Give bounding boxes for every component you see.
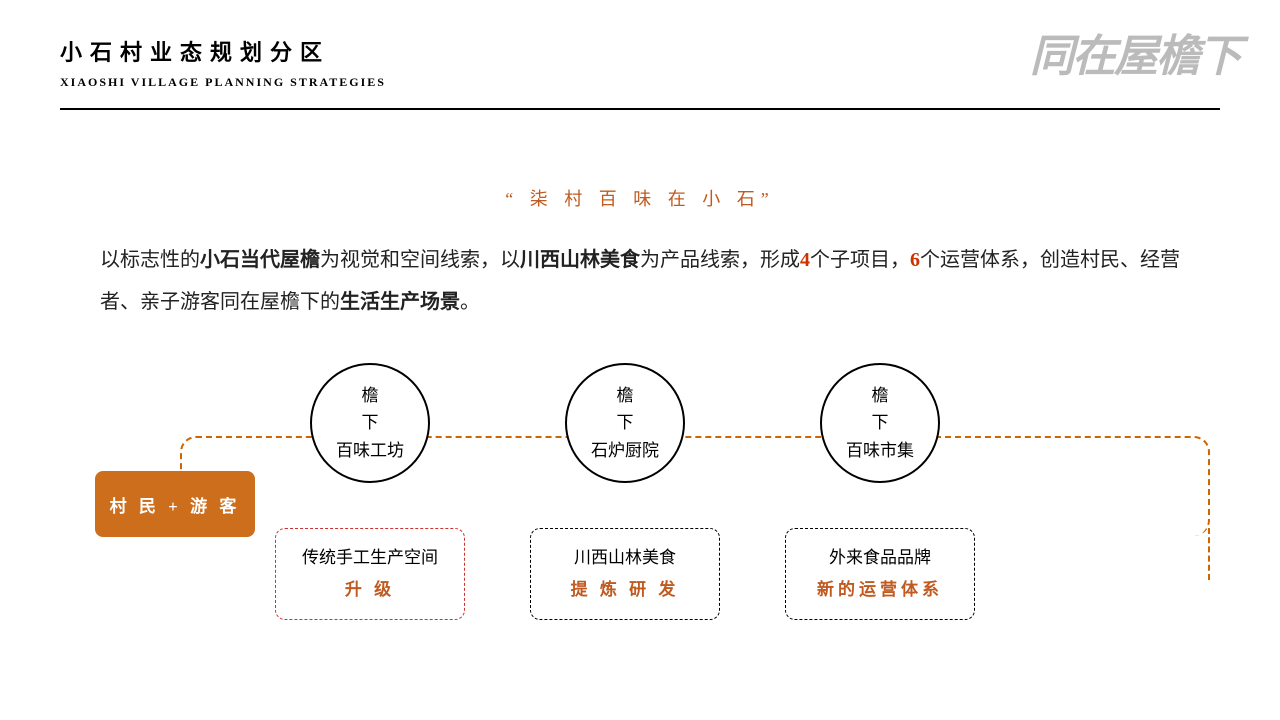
calligraphy-logo: 同在屋檐下 — [1030, 20, 1240, 84]
sub-box-1-title: 传统手工生产空间 — [302, 542, 438, 574]
sub-box-3: 外来食品品牌 新的运营体系 — [785, 528, 975, 620]
circle-node-2: 檐下 石炉厨院 — [565, 363, 685, 483]
header-divider — [60, 108, 1220, 110]
sub-box-2-title: 川西山林美食 — [574, 542, 676, 574]
circle-node-1: 檐下 百味工坊 — [310, 363, 430, 483]
sub-box-1-action: 升 级 — [345, 574, 395, 606]
circle-1-top: 檐下 — [312, 382, 428, 436]
quote-slogan: “ 柒 村 百 味 在 小 石” — [0, 185, 1280, 211]
entry-node: 村 民 + 游 客 — [95, 471, 255, 537]
circle-node-3: 檐下 百味市集 — [820, 363, 940, 483]
flow-diagram: 村 民 + 游 客 檐下 百味工坊 檐下 石炉厨院 檐下 百味市集 传统手工生产… — [0, 363, 1280, 663]
circle-3-bottom: 百味市集 — [846, 437, 914, 464]
sub-box-2: 川西山林美食 提 炼 研 发 — [530, 528, 720, 620]
sub-box-3-title: 外来食品品牌 — [829, 542, 931, 574]
description-text: 以标志性的小石当代屋檐为视觉和空间线索，以川西山林美食为产品线索，形成4个子项目… — [100, 239, 1180, 323]
flow-connector-right — [1208, 528, 1210, 580]
sub-box-2-action: 提 炼 研 发 — [571, 574, 680, 606]
circle-3-top: 檐下 — [822, 382, 938, 436]
sub-box-3-action: 新的运营体系 — [817, 574, 943, 606]
circle-2-bottom: 石炉厨院 — [591, 437, 659, 464]
circle-2-top: 檐下 — [567, 382, 683, 436]
circle-1-bottom: 百味工坊 — [336, 437, 404, 464]
sub-box-1: 传统手工生产空间 升 级 — [275, 528, 465, 620]
